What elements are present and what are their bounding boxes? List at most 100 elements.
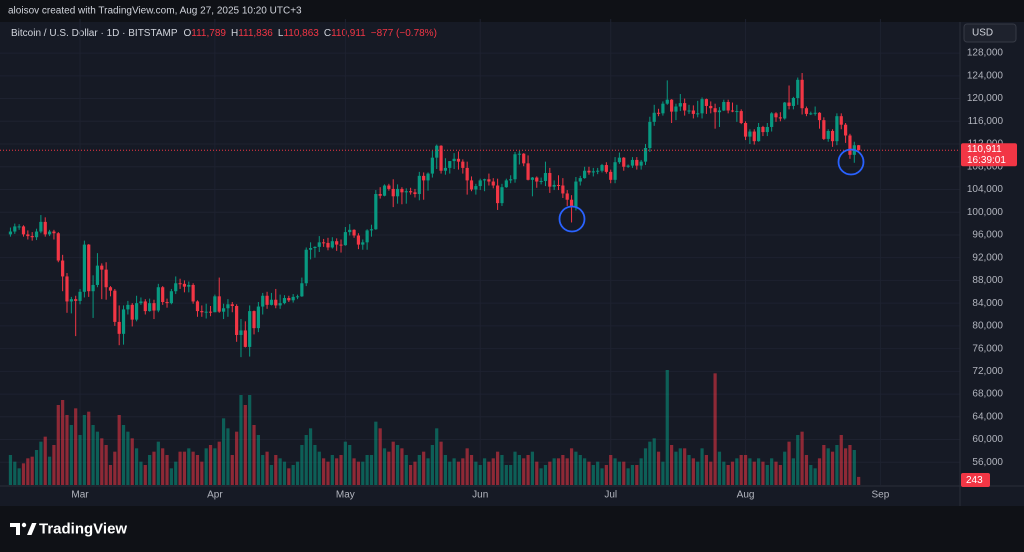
volume-bar [717, 451, 722, 485]
x-tick-label: May [336, 490, 355, 501]
candle-body [195, 301, 200, 312]
legend-key: C [324, 28, 331, 39]
volume-bar [91, 425, 95, 485]
volume-bar [496, 451, 500, 485]
candle-body [252, 311, 256, 329]
candle-body [148, 303, 152, 312]
candle-body [474, 186, 478, 190]
candle-body [687, 110, 691, 112]
candle-body [522, 153, 526, 164]
volume-bar [87, 411, 91, 485]
volume-bar [217, 441, 221, 485]
volume-bar [600, 468, 604, 485]
candle-body [409, 191, 413, 193]
candle-body [600, 165, 604, 171]
currency[interactable]: USD [972, 28, 993, 39]
volume-bar [278, 458, 282, 485]
y-tick-label: 96,000 [972, 230, 1003, 241]
brand-logo: TradingView [10, 520, 127, 537]
volume-bar [565, 458, 569, 485]
candle-body [134, 303, 139, 320]
candle-body [117, 321, 121, 334]
volume-bar [330, 455, 334, 485]
volume-bar [17, 468, 21, 485]
candle-body [426, 173, 430, 181]
volume-bar [148, 455, 152, 485]
candle-body [709, 105, 713, 109]
candle-body [678, 103, 682, 107]
candle-body [300, 283, 304, 297]
candle-body [517, 153, 521, 155]
volume-bar [509, 465, 513, 485]
candle-body [452, 158, 456, 162]
volume-bar [687, 455, 691, 485]
volume-bar [526, 455, 530, 485]
volume-bar [230, 455, 234, 485]
candle-body [413, 192, 417, 195]
volume-bar [82, 415, 86, 485]
candle-body [417, 175, 421, 195]
candle-body [108, 287, 113, 291]
candle-body [482, 179, 487, 181]
candle-body [670, 99, 674, 112]
candle-body [200, 311, 204, 313]
logo-mark [10, 523, 20, 535]
legend-value: 110,863 [283, 28, 319, 39]
candle-body [609, 171, 613, 180]
volume-bar [443, 455, 448, 485]
candle-body [635, 159, 639, 166]
volume-bar [304, 435, 308, 485]
volume-bar [561, 455, 565, 485]
volume-bar [13, 461, 17, 485]
candle-body [39, 221, 43, 232]
candle-body [161, 287, 165, 303]
candle-body [235, 305, 239, 335]
candle-body [748, 131, 752, 137]
candle-body [739, 111, 743, 123]
candle-body [761, 126, 765, 133]
candle-body [652, 112, 656, 122]
volume-bar [735, 458, 739, 485]
candle-body [174, 283, 178, 292]
candle-body [204, 311, 208, 313]
volume-bar [826, 448, 830, 485]
candle-body [648, 121, 652, 149]
candle-body [726, 101, 730, 111]
volume-bar [491, 458, 495, 485]
volume-bar [835, 445, 839, 485]
volume-bar [604, 465, 608, 485]
candle-body [52, 231, 56, 234]
candle-body [165, 302, 169, 304]
candle-body [513, 154, 517, 180]
volume-bar [752, 461, 756, 485]
volume-bar [126, 431, 130, 485]
volume-bar [461, 458, 465, 485]
volume-bar [674, 451, 678, 485]
volume-bar [456, 461, 461, 485]
volume-bar [439, 441, 443, 485]
candle-body [469, 180, 474, 190]
volume-bar [587, 461, 591, 485]
candle-body [730, 110, 735, 112]
currency-box[interactable] [963, 23, 1017, 43]
volume-bar [248, 395, 252, 485]
candle-body [665, 99, 669, 104]
candle-body [435, 145, 439, 158]
volume-bar [726, 465, 730, 485]
candle-body [291, 296, 295, 301]
volume-bar [352, 458, 356, 485]
volume-bar [361, 461, 365, 485]
volume-bar [108, 465, 113, 485]
candle-body [626, 165, 630, 167]
logo-mark [21, 522, 27, 528]
volume-bar [130, 438, 134, 485]
volume-bar [596, 461, 600, 485]
volume-bar [813, 468, 817, 485]
volume-bar [165, 455, 169, 485]
candle-body [643, 148, 648, 162]
volume-bar [313, 445, 317, 485]
candle-body [282, 298, 287, 304]
volume-bar [121, 425, 126, 485]
x-tick-label: Mar [71, 490, 89, 501]
